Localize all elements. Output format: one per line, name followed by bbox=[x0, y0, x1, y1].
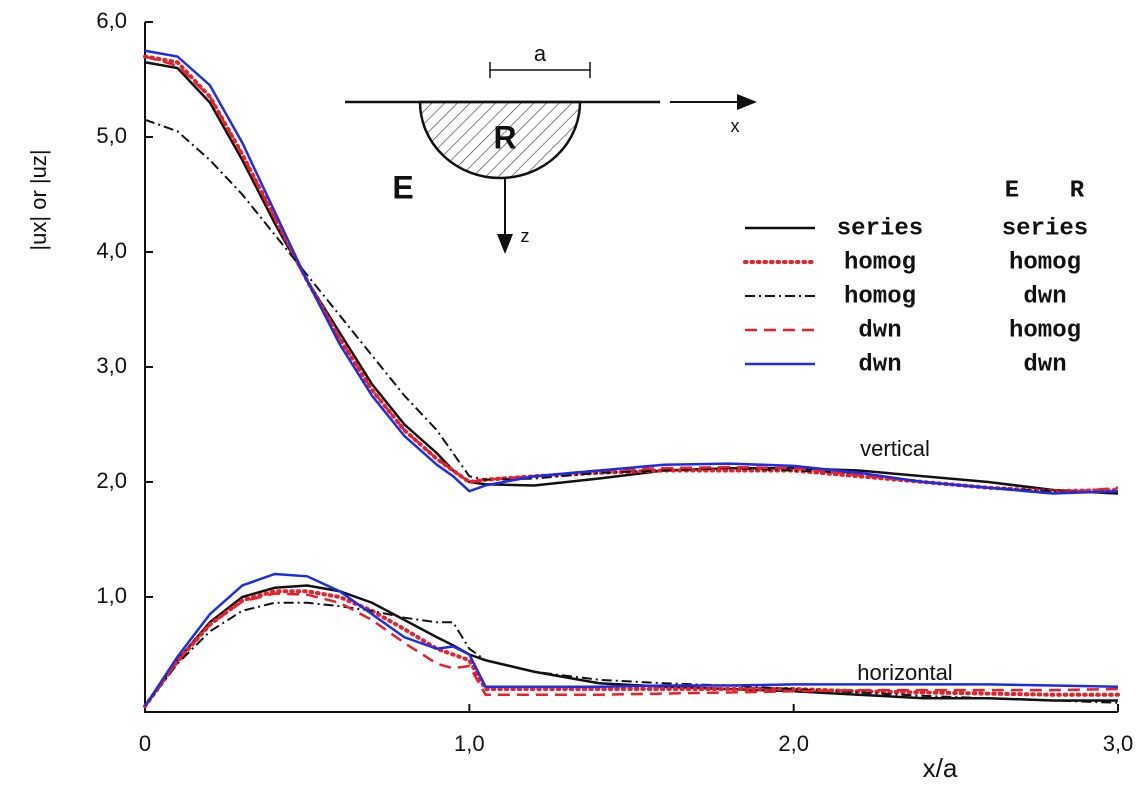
x-tick-label: 3,0 bbox=[1103, 731, 1134, 756]
inclusion bbox=[418, 100, 582, 180]
x-tick-label: 1,0 bbox=[454, 731, 485, 756]
legend-label: series bbox=[837, 215, 923, 242]
series-line bbox=[143, 572, 1119, 707]
legend-label: series bbox=[1002, 215, 1088, 242]
inset-label: R bbox=[493, 119, 516, 155]
y-tick-label: 4,0 bbox=[96, 238, 127, 263]
y-tick-label: 5,0 bbox=[96, 123, 127, 148]
y-tick-label: 2,0 bbox=[96, 468, 127, 493]
legend-label: dwn bbox=[858, 317, 901, 344]
y-axis-label: |ux| or |uz| bbox=[26, 149, 51, 250]
legend-label: dwn bbox=[1023, 351, 1066, 378]
legend-label: dwn bbox=[858, 351, 901, 378]
series-line bbox=[144, 61, 1119, 495]
series-line bbox=[144, 601, 1119, 707]
x-tick-label: 2,0 bbox=[778, 731, 809, 756]
legend-header: E bbox=[1005, 177, 1019, 204]
axis bbox=[144, 22, 1118, 713]
inset-label: z bbox=[521, 226, 530, 246]
inset-diagram: a R E x z bbox=[345, 41, 757, 254]
annotation: horizontal bbox=[857, 660, 952, 685]
x-tick-label: 0 bbox=[139, 731, 151, 756]
legend-header: R bbox=[1070, 177, 1085, 204]
x-axis-label: x/a bbox=[923, 753, 958, 783]
series-line bbox=[144, 55, 1119, 495]
inset-label: E bbox=[392, 169, 413, 205]
inset-label: x bbox=[731, 116, 740, 136]
legend-label: homog bbox=[844, 283, 916, 310]
series-line bbox=[143, 589, 1120, 709]
legend-label: homog bbox=[844, 249, 916, 276]
annotation: vertical bbox=[860, 436, 930, 461]
series-line bbox=[144, 49, 1119, 495]
y-tick-label: 1,0 bbox=[96, 583, 127, 608]
series-line bbox=[143, 54, 1120, 494]
legend-label: homog bbox=[1009, 317, 1081, 344]
y-tick-label: 6,0 bbox=[96, 8, 127, 33]
legend-label: dwn bbox=[1023, 283, 1066, 310]
series-line bbox=[143, 592, 1119, 707]
y-tick-label: 3,0 bbox=[96, 353, 127, 378]
inset-label: a bbox=[534, 41, 547, 66]
series-line bbox=[144, 118, 1119, 495]
legend-label: homog bbox=[1009, 249, 1081, 276]
